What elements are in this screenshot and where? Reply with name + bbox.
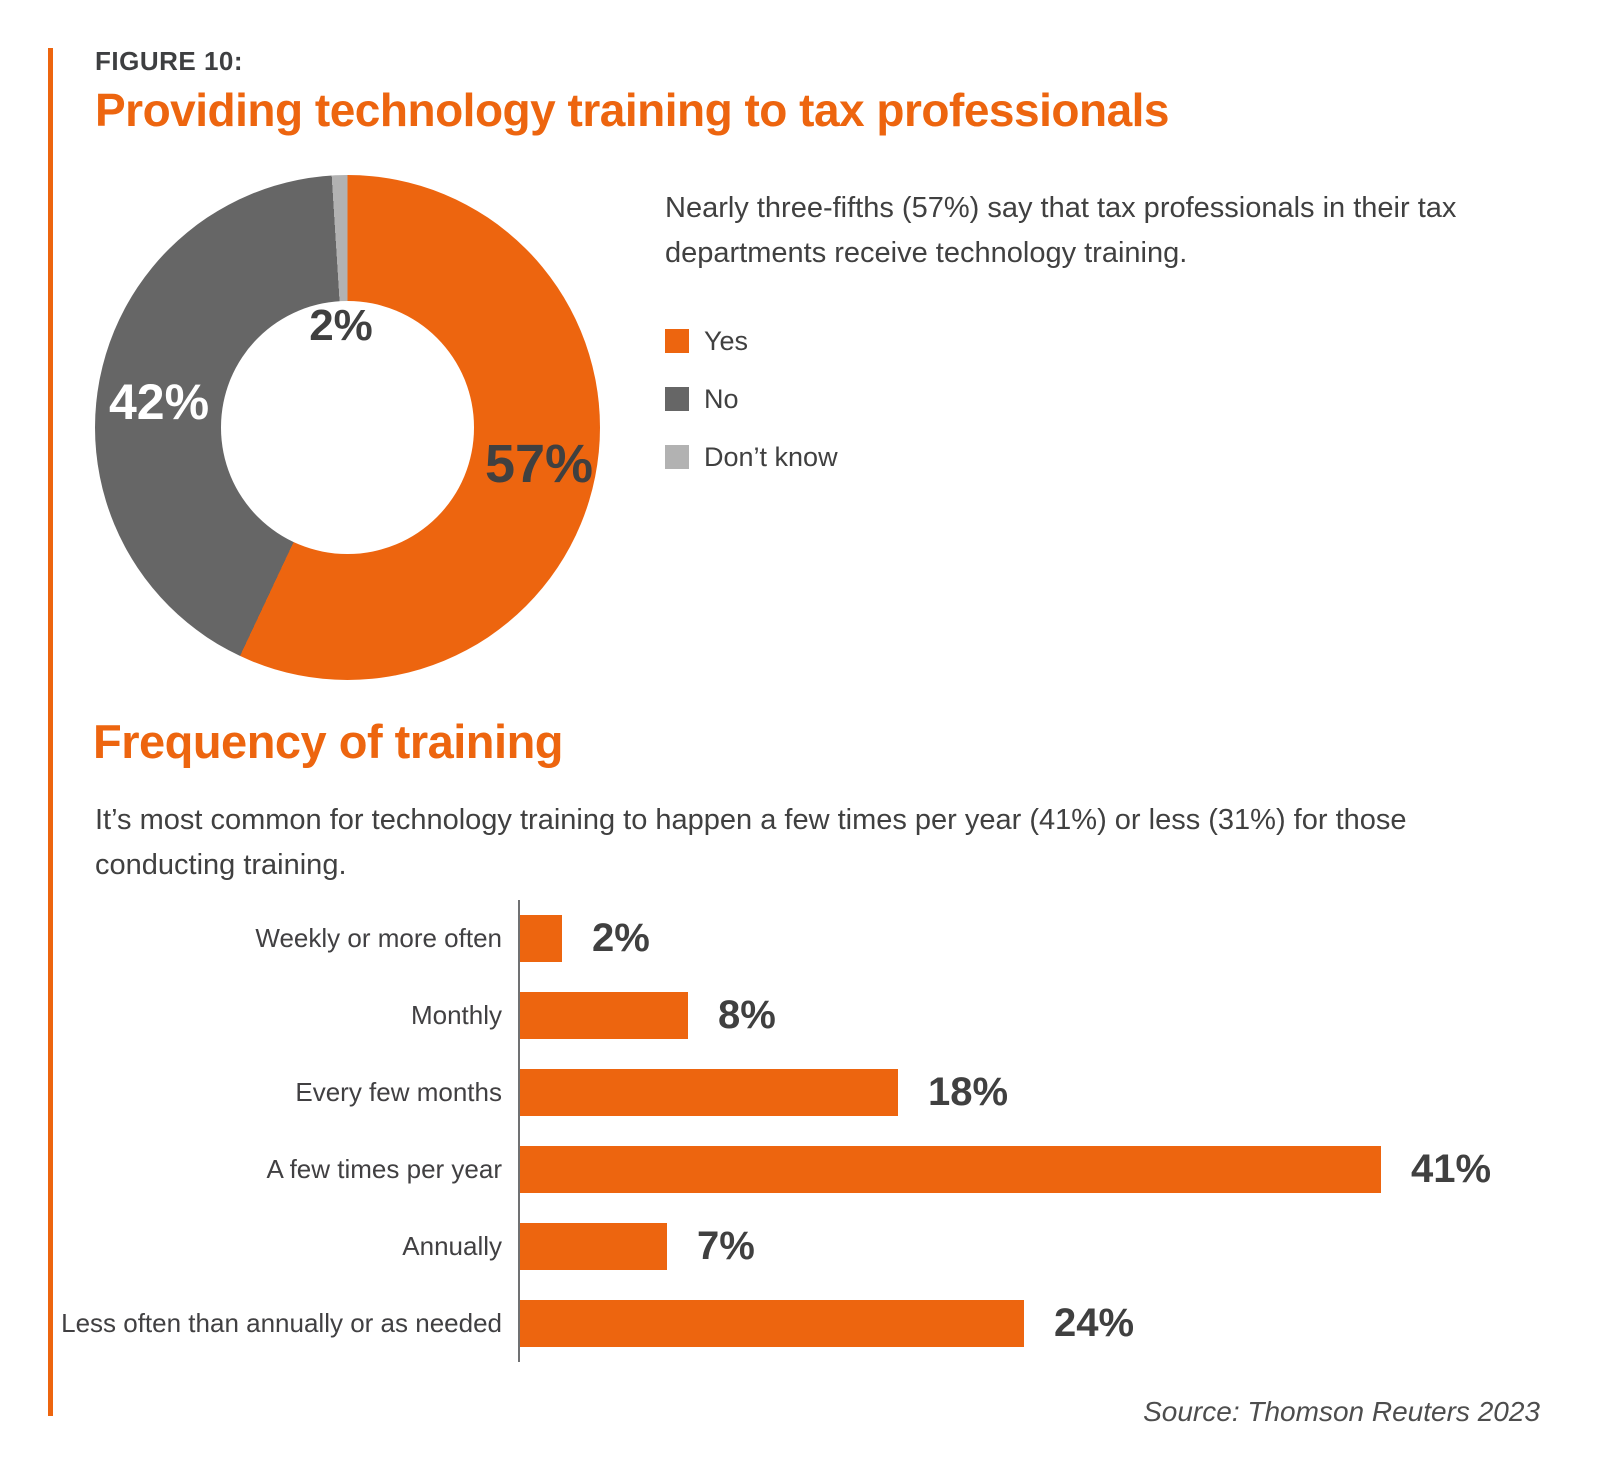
legend-swatch-no (665, 387, 689, 411)
bar (520, 1069, 898, 1116)
legend-swatch-dont-know (665, 445, 689, 469)
bar-row: Every few months 18% (60, 1054, 1580, 1131)
donut-label-dont-know: 2% (309, 301, 373, 350)
left-accent-rule (48, 48, 53, 1416)
legend-label-dont-know: Don’t know (704, 442, 838, 472)
legend-label-yes: Yes (704, 326, 749, 356)
frequency-heading: Frequency of training (93, 715, 564, 768)
bar-value-label: 24% (1054, 1301, 1135, 1345)
bar-row: A few times per year 41% (60, 1131, 1580, 1208)
frequency-description: It’s most common for technology training… (95, 804, 1407, 881)
donut-legend: Yes No Don’t know (665, 326, 1465, 472)
bar-row: Less often than annually or as needed 24… (60, 1285, 1580, 1362)
source-credit: Source: Thomson Reuters 2023 (1143, 1396, 1540, 1427)
bar-value-label: 7% (697, 1224, 755, 1268)
bar (520, 1146, 1381, 1193)
donut-chart: 57% 42% 2% (95, 175, 600, 680)
bar-row: Annually 7% (60, 1208, 1580, 1285)
legend-label-no: No (704, 384, 739, 414)
legend-item-dont-know: Don’t know (665, 442, 1465, 472)
bar-category-label: Weekly or more often (255, 923, 502, 953)
bar (520, 992, 688, 1039)
figure-header: FIGURE 10: Providing technology training… (95, 46, 1170, 136)
bar (520, 1300, 1024, 1347)
bar-category-label: Annually (402, 1231, 502, 1261)
bar-area: 24% (518, 1285, 1580, 1362)
figure-title: Providing technology training to tax pro… (95, 84, 1170, 136)
bar (520, 915, 562, 962)
bar-area: 2% (518, 900, 1580, 977)
legend-item-yes: Yes (665, 326, 1465, 356)
bar-category-label: Every few months (295, 1077, 502, 1107)
bar-area: 8% (518, 977, 1580, 1054)
bar-area: 7% (518, 1208, 1580, 1285)
donut-description: Nearly three-fifths (57%) say that tax p… (665, 192, 1457, 269)
donut-label-no: 42% (108, 374, 210, 430)
bar-row: Weekly or more often 2% (60, 900, 1580, 977)
bar-area: 41% (518, 1131, 1580, 1208)
bar-category-label: A few times per year (266, 1154, 502, 1184)
frequency-bar-chart: Weekly or more often 2% Monthly 8% Every… (60, 900, 1580, 1362)
bar (520, 1223, 667, 1270)
legend-item-no: No (665, 384, 1465, 414)
donut-label-yes: 57% (484, 434, 594, 494)
bar-value-label: 2% (592, 916, 650, 960)
donut-description-block: Nearly three-fifths (57%) say that tax p… (665, 186, 1465, 502)
bar-category-label: Less often than annually or as needed (61, 1308, 502, 1338)
figure-number-label: FIGURE 10: (95, 46, 244, 76)
frequency-section: Frequency of training It’s most common f… (0, 714, 1600, 1427)
bar-category-label: Monthly (410, 1000, 502, 1030)
donut-ring (95, 175, 600, 680)
bar-value-label: 8% (718, 993, 776, 1037)
legend-swatch-yes (665, 329, 689, 353)
bar-area: 18% (518, 1054, 1580, 1131)
bar-value-label: 18% (928, 1070, 1009, 1114)
bar-value-label: 41% (1411, 1147, 1492, 1191)
bar-row: Monthly 8% (60, 977, 1580, 1054)
